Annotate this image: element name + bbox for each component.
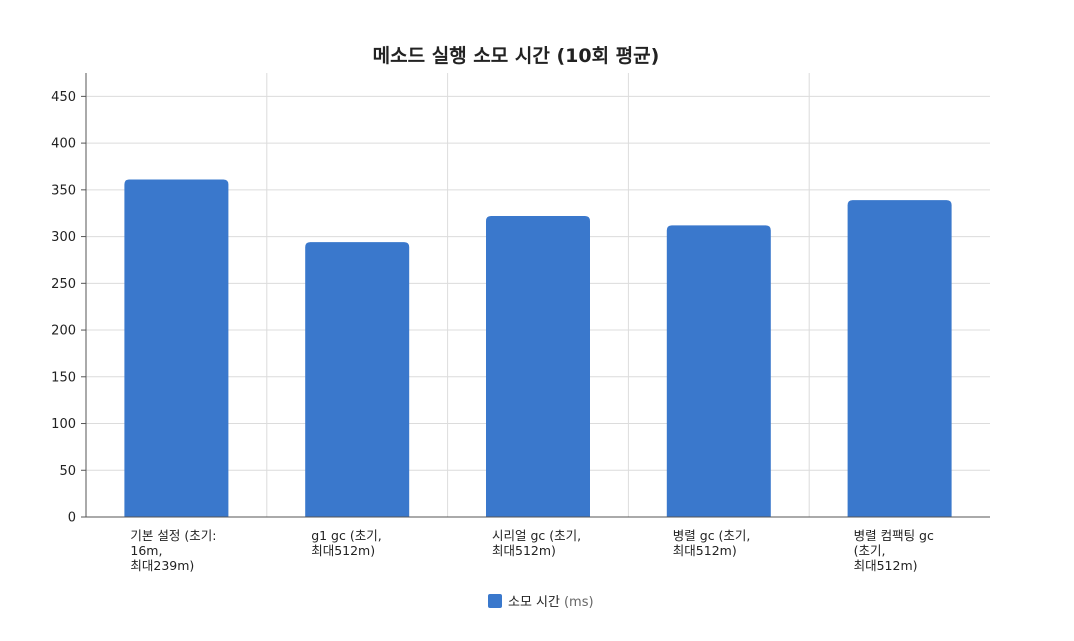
x-category-label-line: 최대512m) bbox=[854, 558, 918, 573]
y-tick-label: 100 bbox=[51, 417, 76, 432]
bar bbox=[124, 179, 229, 517]
legend-swatch bbox=[488, 594, 502, 608]
x-axis-categories: 기본 설정 (초기: 16m, 최대239m)g1 gc (초기, 최대512m)시리… bbox=[130, 528, 934, 573]
x-category-label-line: 시리얼 gc (초기, bbox=[492, 528, 581, 543]
y-tick-label: 200 bbox=[51, 324, 76, 339]
y-tick-label: 150 bbox=[51, 370, 76, 385]
bars bbox=[124, 179, 952, 517]
legend-label: 소모 시간 (ms) bbox=[508, 595, 594, 610]
y-tick-label: 400 bbox=[51, 137, 76, 152]
x-category-label-line: 최대512m) bbox=[492, 543, 556, 558]
bar bbox=[305, 242, 410, 517]
x-category-label-line: 병렬 gc (초기, bbox=[673, 528, 751, 543]
x-category-label: 병렬 컴팩팅 gc (초기, 최대512m) bbox=[854, 528, 934, 573]
x-category-label-line: g1 gc (초기, bbox=[311, 528, 382, 543]
x-category-label-line: (초기, bbox=[854, 543, 886, 558]
x-category-label: 시리얼 gc (초기, 최대512m) bbox=[492, 528, 581, 558]
x-category-label-line: 최대512m) bbox=[311, 543, 375, 558]
y-tick-label: 250 bbox=[51, 277, 76, 292]
y-tick-label: 450 bbox=[51, 90, 76, 105]
legend-series-unit: (ms) bbox=[564, 595, 594, 610]
axes bbox=[85, 73, 990, 518]
y-tick-label: 300 bbox=[51, 230, 76, 245]
legend: 소모 시간 (ms) bbox=[488, 594, 594, 610]
bar bbox=[486, 216, 590, 517]
y-tick-label: 350 bbox=[51, 183, 76, 198]
x-category-label: g1 gc (초기, 최대512m) bbox=[311, 528, 382, 558]
bar bbox=[666, 225, 771, 517]
x-category-label-line: 병렬 컴팩팅 gc bbox=[854, 528, 934, 543]
y-tick-label: 0 bbox=[68, 511, 76, 526]
y-tick-label: 50 bbox=[59, 464, 76, 479]
x-category-label-line: 최대512m) bbox=[673, 543, 737, 558]
x-category-label-line: 기본 설정 (초기: bbox=[130, 528, 216, 543]
chart-title: 메소드 실행 소모 시간 (10회 평균) bbox=[373, 45, 660, 67]
x-category-label: 기본 설정 (초기: 16m, 최대239m) bbox=[130, 528, 216, 573]
x-category-label-line: 최대239m) bbox=[130, 558, 194, 573]
x-category-label: 병렬 gc (초기, 최대512m) bbox=[673, 528, 751, 558]
legend-series-name: 소모 시간 bbox=[508, 595, 560, 610]
y-axis-ticks: 0 50 100 150 200 250 300 350 400 450 bbox=[51, 90, 76, 526]
bar bbox=[847, 200, 952, 517]
x-category-label-line: 16m, bbox=[130, 543, 162, 558]
